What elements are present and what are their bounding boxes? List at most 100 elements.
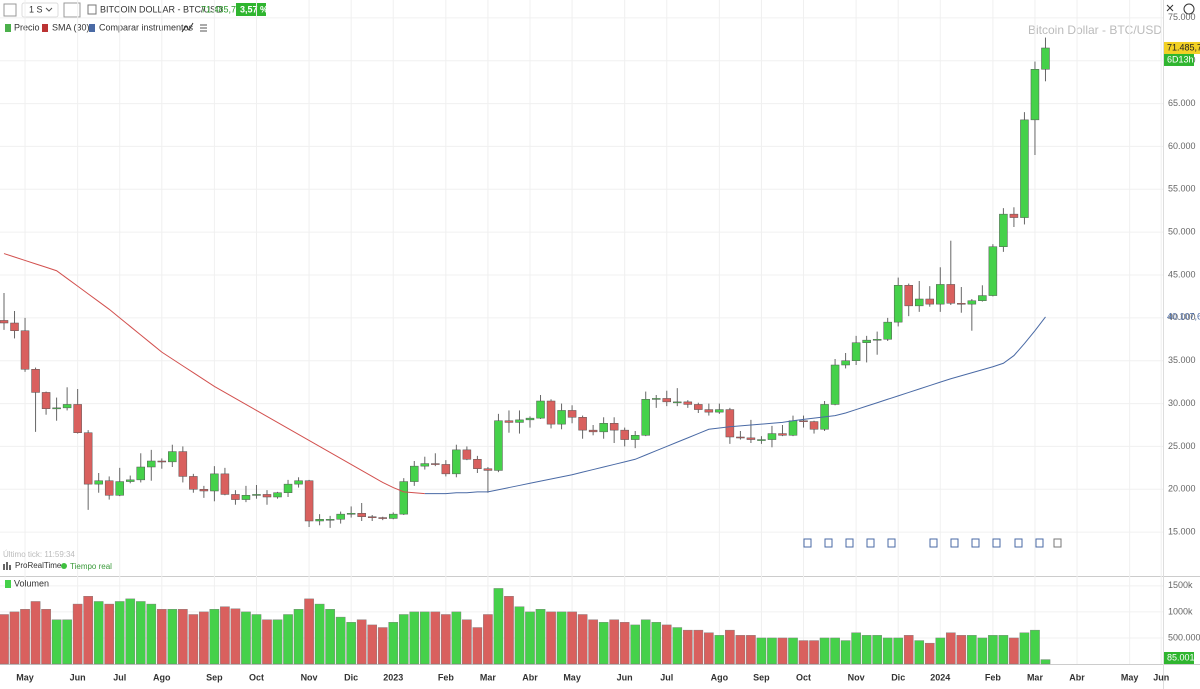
volume-bar [788,637,798,665]
candle-body [115,481,124,496]
volume-bar [693,629,704,665]
volume-bar [598,622,609,665]
candle-body [104,480,114,496]
candle-body [936,284,945,305]
event-icons [803,538,1062,548]
volume-bar [272,619,283,665]
candle-body [189,476,198,490]
x-tick-label: Feb [438,672,455,682]
volume-tick-label: 500.000 [1168,632,1200,642]
event-icon[interactable] [845,538,854,548]
candle-body [1041,47,1050,70]
indicator-button[interactable] [181,22,194,33]
volume-bar [325,609,335,665]
volume-bar [51,619,62,665]
brand: ProRealTime [15,561,62,570]
candle-body [883,321,892,340]
volume-bar [735,635,746,665]
event-icon[interactable] [1053,538,1062,548]
volume-bar [388,622,399,665]
volume-bar [430,611,441,665]
event-icon[interactable] [1035,538,1044,548]
volume-legend: Volumen [14,578,49,588]
candle-body [346,513,356,515]
volume-bar [293,609,304,665]
compare-button[interactable]: Comparar instrumentos [99,22,194,32]
candle-body [10,322,19,331]
price-legend[interactable]: Precio [14,22,40,32]
interval[interactable]: 1 S [29,4,43,14]
event-icon[interactable] [803,538,812,548]
x-tick-label: Feb [985,672,1002,682]
volume-bar [420,611,430,665]
candle-body [31,369,40,393]
candle-body [557,410,566,425]
volume-bar [777,637,788,665]
event-icon[interactable] [971,538,980,548]
volume-bar [72,603,83,665]
volume-bar [977,637,988,665]
tools-button[interactable] [1166,4,1174,12]
volume-bar [704,632,714,665]
volume-legend-icon [5,580,11,588]
candle-body [567,410,577,418]
price-badge [1164,41,1200,54]
candle-body [746,437,756,440]
event-icon[interactable] [929,538,938,548]
volume-bar [30,601,41,665]
volume-bar [230,608,241,665]
candle-body [94,480,103,485]
event-icon[interactable] [866,538,875,548]
candle-body [673,401,682,404]
sma-legend[interactable]: SMA (30) [52,22,90,32]
event-icon[interactable] [992,538,1001,548]
volume-bar [483,614,493,665]
volume-bar [725,629,735,665]
candle-body [683,401,693,405]
volume-bar [1040,659,1051,665]
event-icon[interactable] [887,538,896,548]
candle-body [304,480,314,522]
candle-body [336,513,345,520]
sma-label: 40.107,65 [1167,311,1200,321]
candle-body [736,436,745,439]
volume-bar [1019,632,1030,665]
candle-body [799,420,808,422]
interval-select[interactable] [21,2,59,18]
volume-bar [20,609,30,665]
volume-bar [199,611,209,665]
event-icon[interactable] [950,538,959,548]
volume-bar [504,596,514,665]
volume-bar [367,624,378,665]
volume-bar [914,640,925,665]
candle-body [536,400,545,419]
y-tick-label: 75.000 [1168,12,1196,22]
volume-bar [630,624,640,665]
chart-type-button[interactable] [63,2,81,18]
x-tick-label: Jul [113,672,126,682]
candle-body [241,495,251,500]
candle-body [767,433,777,440]
volume-bar [251,614,262,665]
x-tick-label: Jul [660,672,673,682]
candle-body [715,409,724,413]
x-tick-label: May [16,672,34,682]
list-button[interactable] [200,24,207,32]
settings-button[interactable] [1183,3,1195,15]
event-icon[interactable] [1014,538,1023,548]
x-tick-label: Nov [848,672,865,682]
volume-bar [493,588,504,665]
volume-bar [398,614,409,665]
candle-body [546,400,556,425]
candle-body [946,284,956,304]
candle-body [168,451,177,463]
event-icon[interactable] [824,538,833,548]
x-tick-label: Abr [1069,672,1085,682]
candle-body [157,460,167,463]
volume-bar [304,598,314,665]
candle-body [220,473,230,495]
candle-body [357,513,366,517]
volume-bar [661,624,672,665]
volume-bar [314,603,325,665]
menu-button[interactable] [3,3,17,17]
